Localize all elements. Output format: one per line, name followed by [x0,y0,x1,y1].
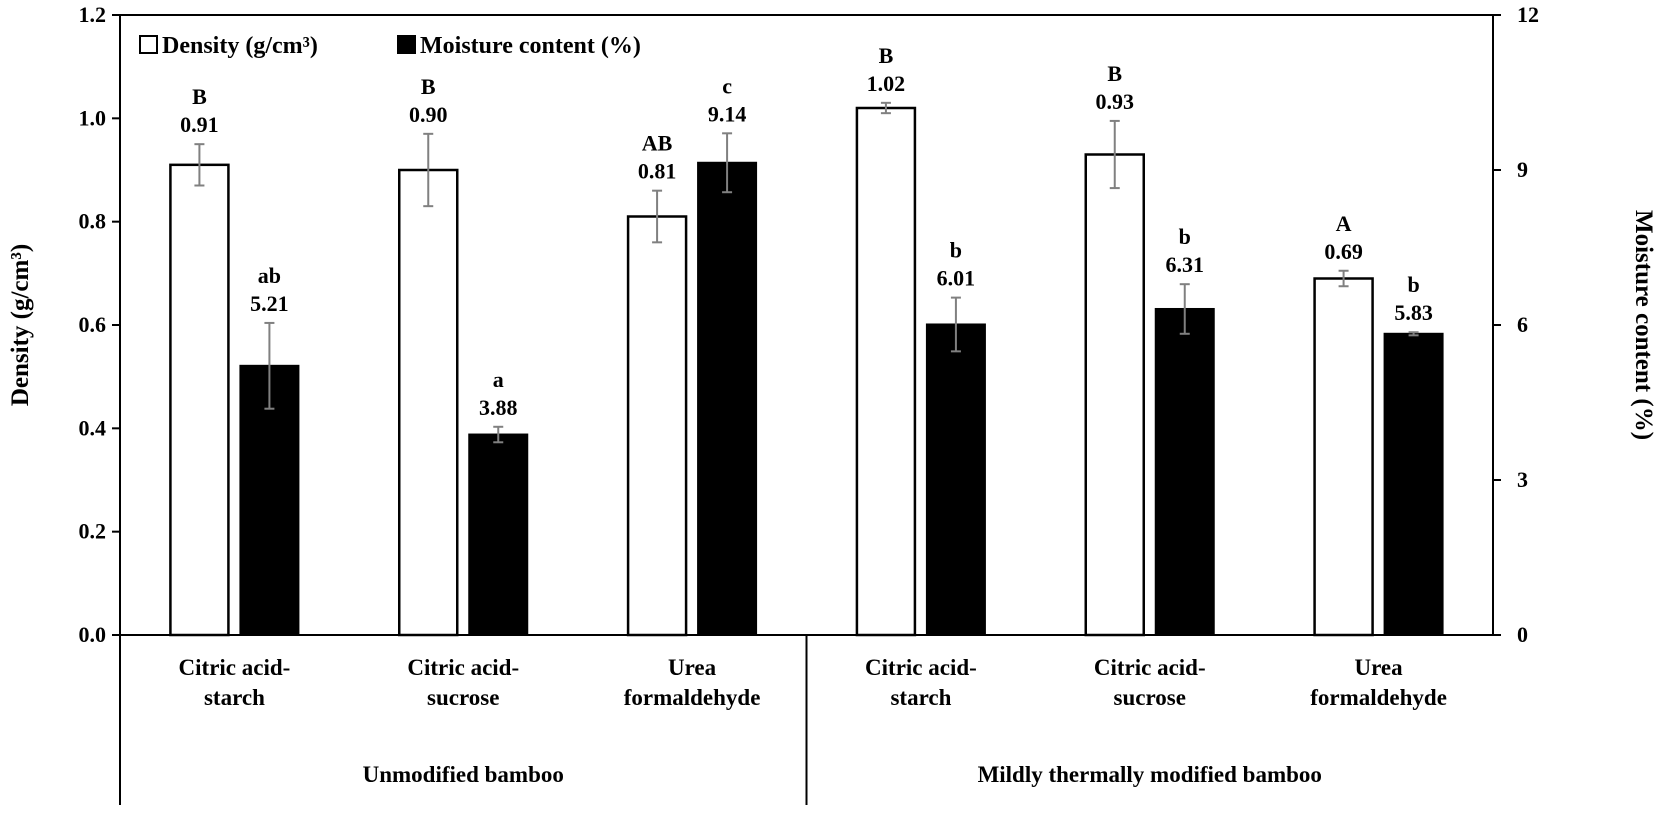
moisture-significance-label: b [950,238,962,263]
category-label: Urea [668,655,717,680]
legend-density-label: Density (g/cm³) [162,33,318,59]
left-tick-label: 0.6 [79,312,107,337]
density-bar [626,215,688,637]
density-bar [1084,153,1145,637]
legend-moisture-label: Moisture content (%) [420,33,641,59]
category-label: Citric acid- [179,655,291,680]
left-tick-label: 1.2 [79,2,107,27]
moisture-bar [239,364,300,636]
moisture-significance-label: b [1407,272,1419,297]
category-label: Urea [1355,655,1404,680]
moisture-bar [925,323,986,636]
density-bar [855,106,917,637]
left-tick-label: 0.0 [79,622,107,647]
moisture-bar [1154,307,1215,636]
moisture-significance-label: ab [258,263,281,288]
left-axis-title: Density (g/cm³) [7,244,34,406]
density-bar [169,163,230,637]
density-value-label: 0.81 [638,159,677,184]
group-label: Mildly thermally modified bamboo [978,762,1322,787]
density-value-label: 0.69 [1324,239,1363,264]
category-label: sucrose [1114,685,1186,710]
moisture-value-label: 6.01 [937,266,976,291]
moisture-bar [468,433,529,636]
left-tick-label: 0.8 [79,209,107,234]
moisture-significance-label: c [722,73,732,98]
density-value-label: 1.02 [867,71,906,96]
moisture-bar [697,161,758,636]
category-label: formaldehyde [1310,685,1447,710]
right-tick-label: 9 [1517,157,1528,182]
density-value-label: 0.90 [409,102,448,127]
category-label: starch [204,685,265,710]
group-label: Unmodified bamboo [363,762,564,787]
category-label: Citric acid- [865,655,977,680]
category-label: starch [890,685,951,710]
moisture-bar [1383,332,1444,636]
moisture-value-label: 6.31 [1166,252,1205,277]
moisture-significance-label: b [1179,224,1191,249]
density-significance-label: A [1336,211,1352,236]
category-label: Citric acid- [407,655,519,680]
density-bar [1313,277,1374,637]
density-bar [398,168,459,637]
density-significance-label: B [192,84,207,109]
right-axis-title: Moisture content (%) [1630,210,1657,440]
right-tick-label: 0 [1517,622,1528,647]
density-significance-label: B [421,74,436,99]
density-value-label: 0.93 [1096,89,1135,114]
legend-density-swatch [139,35,158,54]
moisture-value-label: 3.88 [479,395,518,420]
legend-moisture-swatch [397,35,416,54]
moisture-value-label: 9.14 [708,101,747,126]
left-tick-label: 1.0 [79,105,107,130]
density-significance-label: B [879,43,894,68]
density-significance-label: AB [642,131,673,156]
category-label: sucrose [427,685,499,710]
right-tick-label: 12 [1517,2,1539,27]
moisture-significance-label: a [493,367,504,392]
right-tick-label: 3 [1517,467,1528,492]
density-significance-label: B [1107,61,1122,86]
moisture-value-label: 5.21 [250,291,289,316]
category-label: Citric acid- [1094,655,1206,680]
left-tick-label: 0.4 [79,415,107,440]
left-tick-label: 0.2 [79,519,107,544]
moisture-value-label: 5.83 [1394,300,1433,325]
right-tick-label: 6 [1517,312,1528,337]
density-value-label: 0.91 [180,112,219,137]
category-label: formaldehyde [624,685,761,710]
